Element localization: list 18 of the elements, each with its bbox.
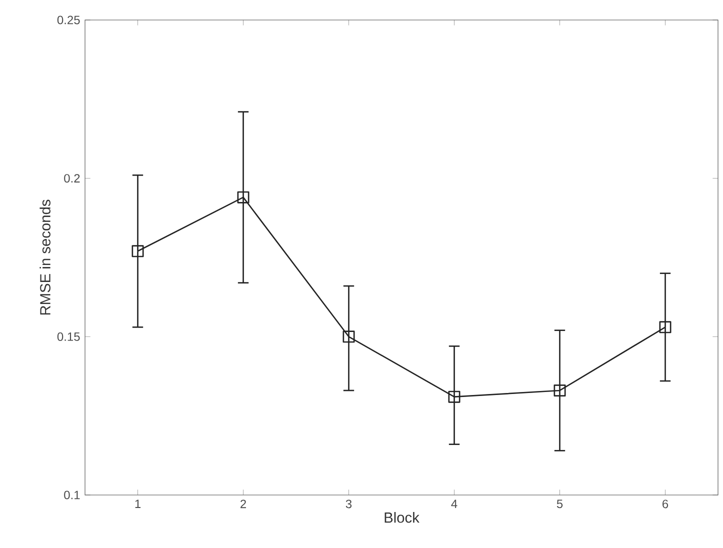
x-tick-label: 3	[346, 500, 352, 508]
x-tick-label: 2	[240, 500, 246, 508]
x-tick-label: 6	[662, 500, 668, 508]
point	[554, 384, 566, 396]
point	[659, 321, 672, 334]
y-tick-label: 0.25	[57, 16, 80, 24]
x-tick-label: 1	[135, 500, 141, 508]
point	[132, 245, 144, 258]
point	[342, 330, 355, 343]
y-tick-label: 0.1	[64, 490, 80, 500]
x-axis-title: Block	[384, 512, 420, 523]
y-tick-label: 0.2	[64, 174, 80, 183]
x-tick-label: 4	[451, 500, 458, 508]
y-axis-title: RMSE in seconds	[40, 200, 50, 315]
point	[448, 390, 460, 403]
x-tick-label: 5	[556, 500, 563, 508]
y-tick-label: 0.15	[57, 332, 80, 341]
point	[237, 191, 250, 204]
